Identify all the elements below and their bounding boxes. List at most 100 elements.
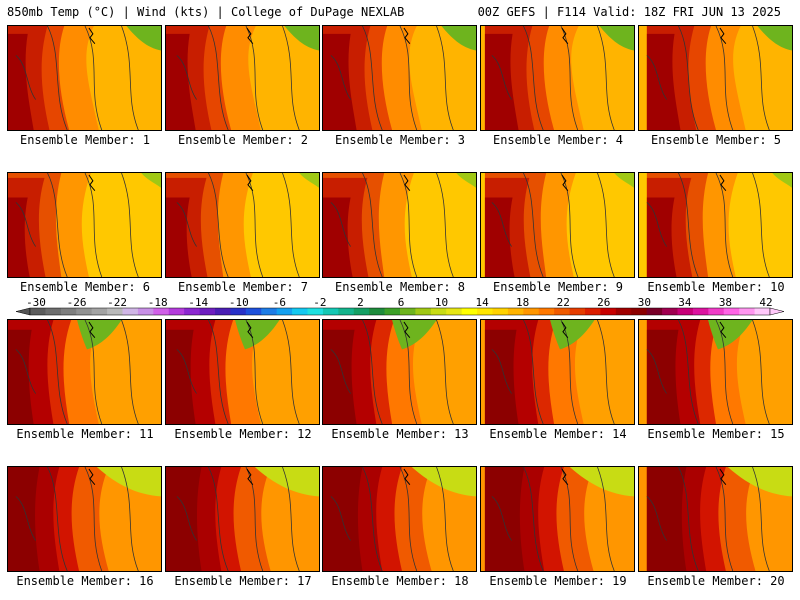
colorbar-swatch (739, 308, 755, 315)
cool-corner-shade (441, 26, 476, 51)
contour-line (752, 26, 770, 130)
cool-corner-shade (126, 26, 161, 51)
ensemble-map-panel (7, 172, 162, 278)
coastline (719, 27, 727, 44)
contour-line (47, 173, 68, 277)
ensemble-member-label: Ensemble Member: 16 (16, 574, 154, 588)
ensemble-map-panel (638, 466, 793, 572)
temperature-shading-map (639, 26, 792, 130)
contour-line (121, 467, 139, 571)
contour-line (47, 26, 68, 130)
contour-line (715, 26, 734, 130)
contour-line (523, 467, 544, 571)
coastline (246, 321, 254, 338)
contour-line (208, 467, 229, 571)
temperature-band (323, 467, 363, 571)
temperature-band (484, 33, 519, 130)
colorbar-swatch (107, 308, 123, 315)
contour-line (330, 55, 351, 100)
temperature-shading-map (166, 173, 319, 277)
temperature-shading-map (323, 467, 476, 571)
colorbar-min-arrow (15, 307, 31, 316)
contour-line (15, 496, 36, 541)
ensemble-map-panel (7, 25, 162, 131)
temperature-band (8, 329, 34, 424)
contour-line (491, 349, 512, 394)
temperature-band (166, 329, 196, 424)
ensemble-map-panel (480, 466, 635, 572)
colorbar-swatch (322, 308, 339, 315)
contour-line (15, 55, 36, 100)
coastline (561, 321, 569, 338)
contour-line (597, 26, 615, 130)
colorbar-swatch (261, 308, 278, 315)
contour-line (560, 173, 579, 277)
contour-line (362, 173, 383, 277)
contour-line (560, 467, 579, 571)
contour-line (208, 173, 229, 277)
contour-line (47, 320, 68, 424)
contour-line (121, 26, 139, 130)
contour-line (15, 202, 36, 247)
map-title: 850mb Temp (°C) | Wind (kts) | College o… (7, 5, 405, 19)
colorbar-swatch (646, 308, 663, 315)
contour-line (646, 496, 667, 541)
coastline (403, 27, 411, 44)
temperature-band (166, 197, 192, 277)
colorbar-swatch (199, 308, 216, 315)
colorbar-swatch (76, 308, 93, 315)
colorbar-swatch (662, 308, 678, 315)
contour-line (752, 173, 770, 277)
cool-corner-shade (614, 173, 634, 188)
contour-line (282, 320, 300, 424)
ensemble-member-label: Ensemble Member: 18 (331, 574, 469, 588)
cool-corner-shade (599, 26, 634, 51)
contour-line (436, 173, 454, 277)
coastline (719, 468, 727, 485)
colorbar-swatch (400, 308, 416, 315)
temperature-shading-map (323, 26, 476, 130)
contour-line (491, 202, 512, 247)
ensemble-member-label: Ensemble Member: 4 (492, 133, 624, 147)
colorbar-swatch (307, 308, 324, 315)
cool-corner-shade (456, 173, 476, 188)
colorbar-swatch (45, 308, 62, 315)
contour-line (176, 349, 197, 394)
ensemble-map-panel (7, 319, 162, 425)
ensemble-map-panel (638, 319, 793, 425)
cool-corner-shade (96, 467, 161, 497)
colorbar-swatch (477, 308, 493, 315)
ensemble-member-label: Ensemble Member: 2 (177, 133, 309, 147)
ensemble-map-panel (638, 25, 793, 131)
ensemble-member-label: Ensemble Member: 15 (647, 427, 785, 441)
contour-line (678, 467, 699, 571)
ensemble-member-label: Ensemble Member: 3 (334, 133, 466, 147)
colorbar-swatch (631, 308, 648, 315)
colorbar-swatch (60, 308, 77, 315)
contour-line (523, 320, 544, 424)
temperature-band (484, 197, 515, 277)
colorbar-swatch (153, 308, 170, 315)
colorbar-swatch (615, 308, 632, 315)
colorbar-swatch (276, 308, 293, 315)
temperature-shading-map (639, 320, 792, 424)
temperature-band (166, 33, 196, 130)
temperature-shading-map (8, 26, 161, 130)
contour-line (84, 467, 103, 571)
coastline (88, 468, 96, 485)
contour-line (597, 467, 615, 571)
contour-line (282, 467, 300, 571)
colorbar-swatch (523, 308, 540, 315)
contour-line (362, 467, 383, 571)
contour-line (715, 467, 734, 571)
coastline (88, 321, 96, 338)
colorbar-swatch (122, 308, 139, 315)
colorbar-swatch (677, 308, 694, 315)
contour-line (646, 349, 667, 394)
colorbar-swatch (369, 308, 385, 315)
cool-corner-shade (550, 320, 595, 350)
contour-line (752, 467, 770, 571)
colorbar-tick-label: 26 (597, 296, 610, 309)
coastline (246, 468, 254, 485)
temperature-shading-map (481, 320, 634, 424)
